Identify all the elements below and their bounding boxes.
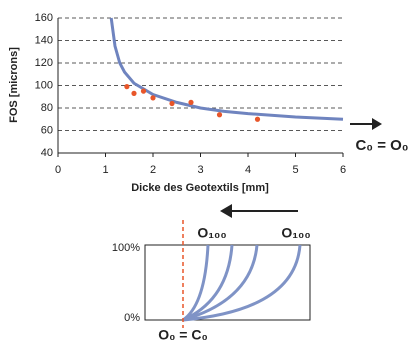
curve xyxy=(182,244,302,322)
y-tick-label: 160 xyxy=(35,12,53,24)
x-tick-label: 4 xyxy=(245,164,251,176)
x-tick-label: 0 xyxy=(55,164,61,176)
fit-line xyxy=(109,17,344,121)
curve xyxy=(182,244,210,322)
x-tick-label: 1 xyxy=(102,164,108,176)
point xyxy=(188,99,194,105)
curve xyxy=(182,244,234,322)
y-tick-label: 100 xyxy=(35,79,53,91)
arrowhead xyxy=(220,204,232,218)
point xyxy=(216,112,223,118)
y-tick-label: 60 xyxy=(41,124,53,136)
percent-label: 100% xyxy=(112,242,140,254)
o100-label: O₁₀₀ xyxy=(197,225,226,241)
annotation: C₀ = O₀ xyxy=(355,137,408,154)
y-tick-label: 140 xyxy=(35,34,53,46)
arrowhead xyxy=(372,118,382,130)
curve xyxy=(182,244,259,322)
percent-label: 0% xyxy=(124,312,140,324)
y-tick-label: 120 xyxy=(35,57,53,69)
x-axis-label: Dicke des Geotextils [mm] xyxy=(131,182,269,194)
y-axis-label: FOS [microns] xyxy=(8,47,20,123)
x-tick-label: 5 xyxy=(292,164,298,176)
point xyxy=(169,100,175,107)
point xyxy=(254,116,261,122)
diagram-box xyxy=(144,244,311,321)
y-tick-label: 80 xyxy=(41,102,53,114)
point xyxy=(124,84,130,90)
origin-label: O₀ = C₀ xyxy=(158,327,208,343)
x-tick-label: 2 xyxy=(150,164,156,176)
o100-label: O₁₀₀ xyxy=(281,225,310,241)
point xyxy=(150,95,156,101)
x-tick-label: 6 xyxy=(340,164,346,176)
curves xyxy=(182,244,302,322)
y-tick-label: 40 xyxy=(41,147,53,159)
point xyxy=(140,88,147,94)
x-tick-label: 3 xyxy=(197,164,203,176)
point xyxy=(131,90,137,96)
